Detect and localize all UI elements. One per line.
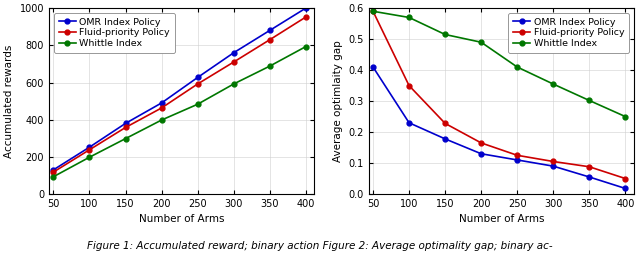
Fluid-priority Policy [621,177,629,180]
Fluid-priority Policy [194,83,202,86]
OMR Index Policy [122,122,129,125]
Whittle Index [266,65,273,68]
Whittle Index [194,103,202,106]
Fluid-priority Policy [230,60,237,64]
Whittle Index [122,137,129,140]
OMR Index Policy [86,146,93,149]
OMR Index Policy [49,168,57,171]
Fluid-priority Policy [405,84,413,87]
OMR Index Policy [230,51,237,54]
Whittle Index [157,119,165,122]
Whittle Index [441,33,449,36]
Fluid-priority Policy [441,122,449,125]
Fluid-priority Policy [122,126,129,129]
Fluid-priority Policy [513,154,521,157]
Whittle Index [86,156,93,159]
OMR Index Policy [441,137,449,140]
Legend: OMR Index Policy, Fluid-priority Policy, Whittle Index: OMR Index Policy, Fluid-priority Policy,… [54,13,175,53]
Fluid-priority Policy [86,148,93,151]
OMR Index Policy [369,66,377,69]
Fluid-priority Policy [549,160,557,163]
Line: Fluid-priority Policy: Fluid-priority Policy [51,15,308,174]
Line: OMR Index Policy: OMR Index Policy [51,6,308,172]
Y-axis label: Average optimlaity gap: Average optimlaity gap [333,40,343,162]
Fluid-priority Policy [302,15,310,19]
Fluid-priority Policy [49,171,57,174]
Whittle Index [49,175,57,178]
Whittle Index [477,41,485,44]
Text: Figure 1: Accumulated reward; binary action Figure 2: Average optimality gap; bi: Figure 1: Accumulated reward; binary act… [87,242,553,251]
OMR Index Policy [549,165,557,168]
OMR Index Policy [266,29,273,32]
OMR Index Policy [302,7,310,10]
Fluid-priority Policy [586,165,593,168]
Line: OMR Index Policy: OMR Index Policy [371,65,628,191]
OMR Index Policy [194,76,202,79]
Whittle Index [405,16,413,19]
X-axis label: Number of Arms: Number of Arms [459,214,544,225]
OMR Index Policy [157,101,165,104]
OMR Index Policy [513,158,521,162]
X-axis label: Number of Arms: Number of Arms [139,214,225,225]
OMR Index Policy [621,187,629,190]
Line: Whittle Index: Whittle Index [371,9,628,119]
OMR Index Policy [477,152,485,155]
Fluid-priority Policy [157,106,165,109]
Fluid-priority Policy [369,10,377,13]
Y-axis label: Accumulated rewards: Accumulated rewards [4,44,14,158]
Legend: OMR Index Policy, Fluid-priority Policy, Whittle Index: OMR Index Policy, Fluid-priority Policy,… [508,13,629,53]
Whittle Index [369,10,377,13]
Whittle Index [302,45,310,48]
Whittle Index [586,99,593,102]
Whittle Index [230,83,237,86]
Whittle Index [513,66,521,69]
Fluid-priority Policy [266,38,273,41]
Line: Fluid-priority Policy: Fluid-priority Policy [371,9,628,181]
Whittle Index [621,115,629,118]
Line: Whittle Index: Whittle Index [51,44,308,179]
OMR Index Policy [586,176,593,179]
Fluid-priority Policy [477,141,485,145]
OMR Index Policy [405,121,413,124]
Whittle Index [549,83,557,86]
